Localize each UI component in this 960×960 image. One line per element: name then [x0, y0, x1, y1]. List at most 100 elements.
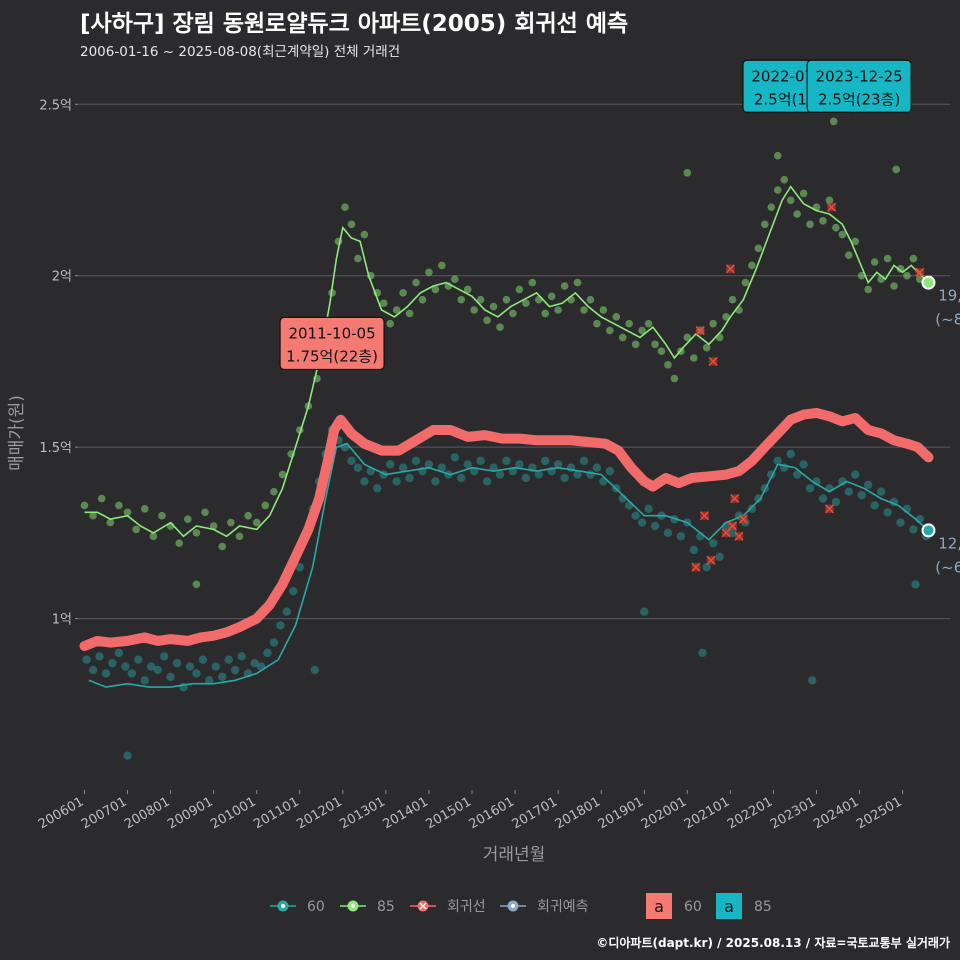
point-60 [82, 655, 91, 664]
x-tick-label: 201501 [424, 794, 474, 832]
point-60 [663, 528, 673, 538]
point-60 [295, 562, 304, 572]
point-60 [689, 545, 698, 555]
point-60 [560, 473, 569, 483]
point-85 [780, 175, 789, 184]
annotation-box-0 [279, 316, 385, 371]
point-85 [709, 319, 717, 328]
legend-key-center [351, 904, 355, 908]
point-85 [132, 525, 140, 534]
point-60 [405, 473, 414, 483]
legend: 60 85 회귀선 회귀예측 a 60 a 85 [270, 893, 772, 919]
point-60 [698, 648, 707, 658]
flag-cross [734, 531, 744, 541]
end-point-60 [921, 523, 936, 538]
point-85 [209, 522, 218, 530]
flag-cross [699, 511, 710, 521]
point-85 [227, 518, 235, 527]
point-85 [386, 319, 394, 328]
point-85 [618, 333, 627, 342]
point-85 [896, 265, 905, 273]
trend-line-85 [84, 185, 930, 538]
point-85 [379, 299, 388, 307]
point-85 [405, 309, 414, 318]
point-60 [263, 648, 272, 658]
point-60 [218, 672, 227, 682]
chart-subtitle: 2006-01-16 ~ 2025-08-08(최근계약일) 전체 거래건 [80, 44, 401, 60]
point-85 [728, 295, 737, 304]
flag-cross [730, 494, 740, 504]
point-60 [863, 480, 873, 490]
point-60 [579, 456, 589, 466]
point-85 [123, 508, 132, 517]
point-85 [586, 295, 595, 304]
point-85 [767, 203, 776, 211]
point-60 [747, 504, 757, 514]
legend-box [716, 893, 742, 919]
point-85 [80, 501, 89, 510]
y-axis-ticks: 1억 1.5억 2억 2.5억 [39, 98, 78, 628]
point-60 [808, 676, 817, 685]
credit-line: ©디아파트(dapt.kr) / 2025.08.13 / 자료=국토교통부 실… [596, 936, 950, 950]
point-85 [573, 278, 582, 287]
point-60 [360, 477, 369, 486]
point-85 [463, 285, 472, 294]
point-85 [354, 254, 362, 263]
point-85 [773, 186, 782, 194]
point-85 [522, 299, 530, 307]
annotation-date: 2023-12-25 [816, 67, 903, 85]
point-60 [515, 460, 524, 469]
point-85 [476, 295, 485, 304]
end-area-label: (~85㎡) [935, 311, 960, 329]
trend-lines [84, 185, 930, 688]
point-85 [450, 275, 459, 283]
point-60 [463, 460, 472, 469]
point-60 [896, 518, 905, 527]
point-60 [411, 456, 421, 466]
point-85 [235, 532, 244, 541]
point-60 [792, 470, 802, 479]
x-tick-label: 200801 [122, 794, 172, 832]
point-60 [592, 463, 602, 472]
point-85 [580, 306, 588, 314]
point-85 [554, 306, 562, 314]
x-tick-label: 202401 [811, 794, 861, 832]
point-60 [637, 518, 647, 527]
x-axis-ticks: 2006012007012008012009012010012011012012… [36, 790, 905, 832]
point-60 [521, 473, 531, 483]
point-85 [261, 501, 270, 510]
point-85 [140, 505, 149, 513]
x-tick-label: 200601 [36, 794, 86, 832]
point-85 [115, 501, 123, 510]
point-85 [838, 230, 847, 239]
point-85 [244, 511, 252, 520]
point-60 [211, 662, 220, 671]
point-85 [612, 313, 621, 321]
point-60 [172, 658, 182, 668]
point-85 [644, 319, 653, 328]
point-85 [431, 285, 440, 294]
point-60 [437, 463, 447, 472]
x-tick-label: 202201 [725, 794, 775, 832]
point-60 [553, 460, 563, 469]
point-85 [793, 210, 801, 218]
point-85 [625, 319, 633, 328]
point-60 [198, 655, 208, 664]
y-tick-label: 1.5억 [39, 441, 72, 456]
point-85 [883, 254, 892, 263]
point-60 [702, 562, 711, 572]
flagged-points [691, 202, 925, 572]
point-60 [134, 655, 143, 664]
point-85 [890, 282, 898, 290]
y-axis-title: 매매가(원) [7, 395, 27, 471]
point-60 [909, 525, 918, 534]
point-60 [431, 477, 440, 486]
point-60 [605, 466, 615, 476]
point-85 [773, 151, 782, 160]
point-85 [857, 271, 866, 280]
point-85 [786, 196, 795, 205]
point-85 [593, 319, 601, 328]
annotation-value: 2.5억(23층) [818, 90, 900, 108]
series-60-points [82, 425, 931, 760]
point-60 [205, 676, 214, 685]
